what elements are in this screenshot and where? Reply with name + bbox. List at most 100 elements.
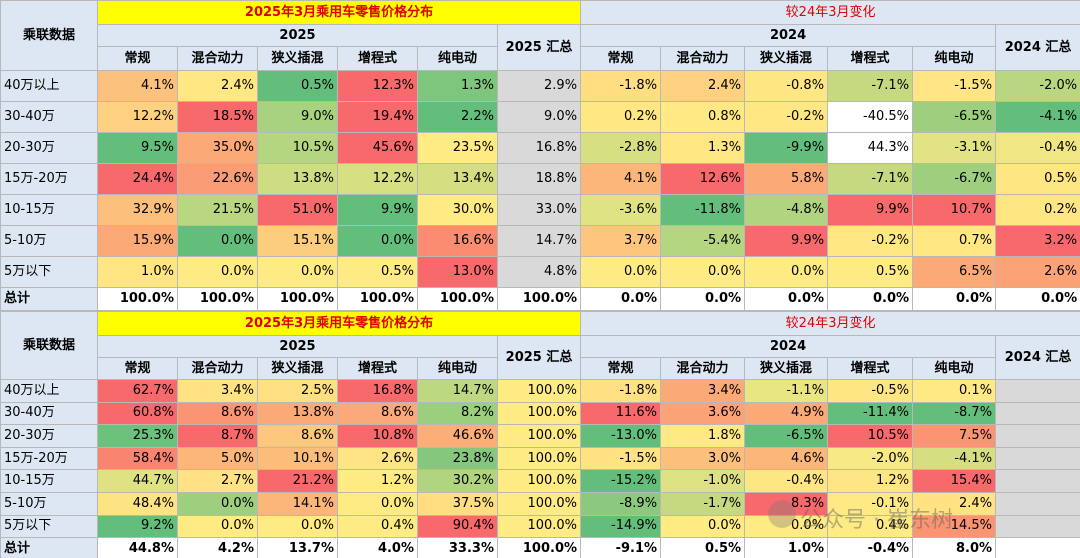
column-row: 常规 混合动力 狭义插混 增程式 纯电动 常规 混合动力 狭义插混 增程式 纯电动 [1, 46, 1080, 71]
cell: 48.4% [97, 491, 178, 516]
column-header: 混合动力 [660, 46, 746, 71]
cell: -40.5% [827, 101, 914, 133]
cell: 9.9% [744, 225, 829, 257]
cell: -0.8% [744, 70, 829, 102]
cell: 15.9% [97, 225, 178, 257]
cell: 0.1% [912, 379, 997, 403]
cell: 13.8% [257, 401, 338, 426]
cell: -8.9% [580, 491, 662, 516]
cell: 32.9% [97, 194, 178, 226]
cell: -6.5% [912, 101, 997, 133]
cell: 2.6% [337, 446, 418, 471]
title-right: 较24年3月变化 [580, 311, 1080, 336]
column-header: 常规 [580, 357, 662, 380]
row-label: 20-30万 [0, 132, 98, 164]
cell: 1.2% [827, 469, 914, 493]
title-left: 2025年3月乘用车零售价格分布 [96, 311, 582, 336]
cell: 100.0% [496, 469, 582, 493]
data-row: 5-10万 48.4% 0.0% 14.1% 0.0% 37.5% 100.0% -8.9% -… [0, 491, 1080, 516]
empty-cell [995, 379, 1080, 403]
empty-cell [995, 537, 1080, 558]
row-label: 15万-20万 [0, 163, 98, 195]
cell: 9.9% [337, 194, 418, 226]
cell: 19.4% [337, 101, 418, 133]
total-cell: 13.7% [257, 537, 338, 558]
cell: 3.2% [995, 225, 1080, 257]
cell: 4.9% [744, 401, 829, 426]
cell: 0.0% [660, 256, 746, 288]
cell: -14.9% [580, 514, 662, 539]
cell: 1.3% [660, 132, 746, 164]
cell: 0.8% [660, 101, 746, 133]
cell: 1.8% [660, 424, 746, 448]
total-cell: 100.0% [496, 287, 582, 311]
title-left: 2025年3月乘用车零售价格分布 [96, 0, 582, 25]
cell: -2.8% [580, 132, 662, 164]
total-cell: 8.0% [912, 537, 997, 558]
cell: 11.6% [580, 401, 662, 426]
cell: 1.3% [417, 70, 498, 102]
cell: 3.0% [660, 446, 746, 471]
row-label: 30-40万 [0, 101, 98, 133]
cell: 3.6% [660, 401, 746, 426]
cell: 0.5% [827, 256, 914, 288]
total-cell: -0.4% [827, 537, 914, 558]
cell: 0.0% [177, 514, 258, 539]
total-cell: 0.5% [660, 537, 746, 558]
column-header: 常规 [97, 46, 178, 71]
cell: 14.5% [912, 514, 997, 539]
cell: 0.0% [744, 514, 829, 539]
cell: -1.7% [660, 491, 746, 516]
year-row: 2025 2025 汇总 2024 2024 汇总 [1, 335, 1080, 380]
total-right-header: 2024 汇总 [995, 24, 1080, 71]
cell: -7.1% [827, 70, 914, 102]
cell: -0.4% [744, 469, 829, 493]
cell: 5.0% [177, 446, 258, 471]
cell: 46.6% [417, 424, 498, 448]
cell: 58.4% [97, 446, 178, 471]
data-row: 10-15万 32.9% 21.5% 51.0% 9.9% 30.0% 33.0% -3.6%… [0, 194, 1080, 226]
cell: 14.7% [496, 225, 582, 257]
cell: 0.0% [257, 256, 338, 288]
cell: 23.5% [417, 132, 498, 164]
cell: 35.0% [177, 132, 258, 164]
cell: 0.0% [660, 514, 746, 539]
row-label: 10-15万 [0, 194, 98, 226]
cell: 22.6% [177, 163, 258, 195]
cell: 100.0% [496, 491, 582, 516]
cell: -11.8% [660, 194, 746, 226]
cell: 0.2% [995, 194, 1080, 226]
cell: -1.5% [912, 70, 997, 102]
row-label: 5-10万 [0, 225, 98, 257]
total-cell: 0.0% [995, 287, 1080, 311]
cell: 18.5% [177, 101, 258, 133]
cell: -0.2% [744, 101, 829, 133]
year-row: 2025 2025 汇总 2024 2024 汇总 [1, 24, 1080, 71]
cell: 2.4% [660, 70, 746, 102]
row-label: 5-10万 [0, 491, 98, 516]
cell: 24.4% [97, 163, 178, 195]
cell: 0.0% [257, 514, 338, 539]
cell: -2.0% [995, 70, 1080, 102]
cell: 0.0% [177, 225, 258, 257]
column-row: 常规 混合动力 狭义插混 增程式 纯电动 常规 混合动力 狭义插混 增程式 纯电动 [1, 357, 1080, 380]
row-label: 20-30万 [0, 424, 98, 448]
cell: -2.0% [827, 446, 914, 471]
column-header: 狭义插混 [744, 357, 829, 380]
cell: 14.1% [257, 491, 338, 516]
cell: 30.2% [417, 469, 498, 493]
column-header: 纯电动 [417, 357, 498, 380]
cell: -1.1% [744, 379, 829, 403]
cell: -1.8% [580, 70, 662, 102]
cell: 30.0% [417, 194, 498, 226]
empty-cell [995, 401, 1080, 426]
cell: 8.2% [417, 401, 498, 426]
cell: 0.0% [744, 256, 829, 288]
cell: 10.5% [827, 424, 914, 448]
cell: 3.4% [660, 379, 746, 403]
year-left: 2025 [97, 335, 498, 358]
column-header: 混合动力 [177, 357, 258, 380]
data-row: 20-30万 25.3% 8.7% 8.6% 10.8% 46.6% 100.0% -13.0… [0, 424, 1080, 448]
column-header: 常规 [580, 46, 662, 71]
column-header: 狭义插混 [744, 46, 829, 71]
